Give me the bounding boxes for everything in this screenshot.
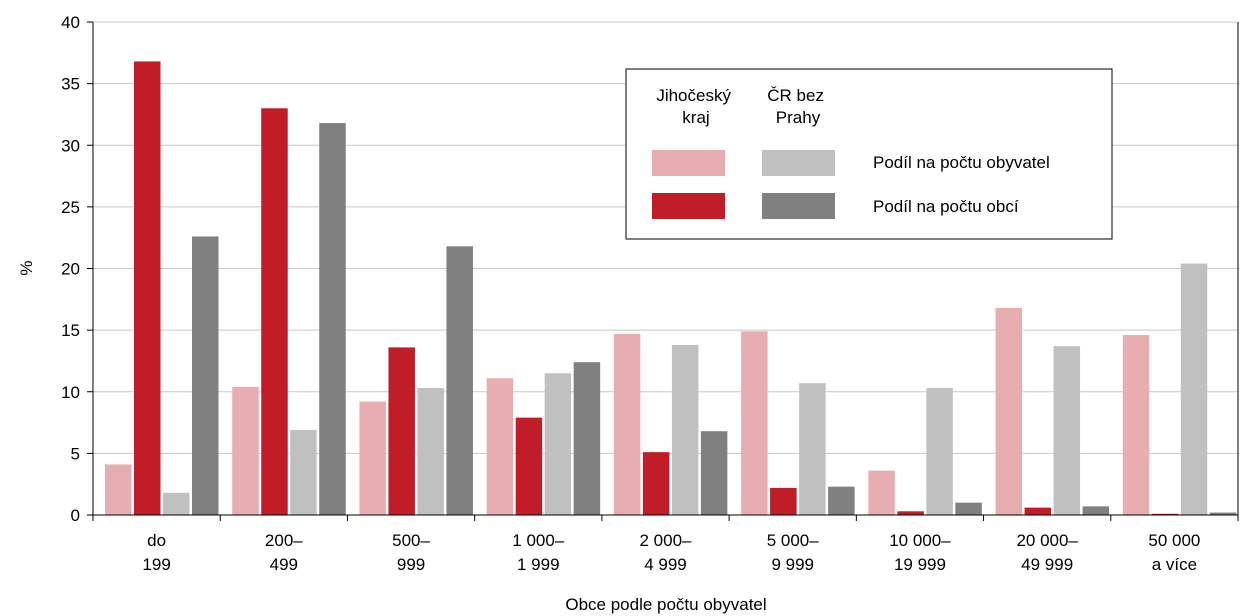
legend-col-jc-line1: Jihočeský [656, 86, 731, 105]
bar-cr_obyv [290, 429, 317, 515]
y-axis-ticks: 0 5 10 15 20 25 30 35 40 [61, 13, 93, 525]
bar-jc_obyv [995, 307, 1023, 515]
x-axis-title: Obce podle počtu obyvatel [565, 595, 766, 614]
y-tick-label: 0 [71, 506, 80, 525]
x-tick-label: 10 000– 19 999 [889, 531, 951, 574]
x-tick-label-line: 500– [392, 531, 430, 550]
x-tick-label: 5 000– 9 999 [767, 531, 820, 574]
bars [105, 61, 1237, 516]
bar-cr_obyv [1180, 263, 1208, 515]
x-tick-label-line: 199 [142, 555, 170, 574]
legend-col-jc-line2: kraj [682, 108, 709, 127]
bar-jc_obci [1024, 507, 1052, 515]
bar-jc_obci [897, 511, 924, 515]
x-tick-label-line: 1 999 [517, 555, 560, 574]
legend-col-cr-line2: Prahy [776, 108, 821, 127]
bar-cr_obci [192, 236, 219, 515]
bar-jc_obci [770, 487, 797, 515]
y-tick-label: 25 [61, 198, 80, 217]
x-tick-label-line: 9 999 [771, 555, 814, 574]
x-tick-label-line: 1 000– [512, 531, 565, 550]
legend-col-cr: ČR bez Prahy [767, 86, 828, 127]
bar-cr_obyv [926, 388, 953, 515]
bar-cr_obci [573, 362, 601, 515]
bar-cr_obci [828, 486, 855, 515]
bar-cr_obyv [544, 373, 572, 515]
x-tick-label: 200– 499 [265, 531, 303, 574]
bar-jc_obyv [232, 386, 259, 515]
x-tick-label-line: 50 000 [1148, 531, 1200, 550]
legend-row-obci: Podíl na počtu obcí [873, 197, 1019, 216]
bar-jc_obyv [359, 401, 386, 515]
y-tick-label: 40 [61, 13, 80, 32]
y-tick-label: 35 [61, 75, 80, 94]
bar-jc_obci [134, 61, 161, 515]
legend-swatch-cr-obci [762, 193, 835, 219]
y-axis-title: % [17, 260, 36, 275]
x-tick-label-line: 5 000– [767, 531, 820, 550]
legend: Jihočeský kraj ČR bez Prahy Podíl na poč… [625, 68, 1113, 240]
legend-swatch-cr-obyvatel [762, 150, 835, 176]
y-tick-label: 5 [71, 444, 80, 463]
x-tick-label: 1 000– 1 999 [512, 531, 565, 574]
bar-cr_obci [700, 431, 728, 515]
bar-jc_obci [642, 452, 670, 515]
bar-cr_obyv [417, 388, 444, 515]
x-tick-label-line: 999 [397, 555, 425, 574]
x-tick-label-line: 2 000– [640, 531, 693, 550]
bar-cr_obci [319, 123, 346, 515]
x-tick-label-line: do [147, 531, 166, 550]
x-tick-label-line: 49 999 [1021, 555, 1073, 574]
bar-cr_obci [955, 502, 982, 515]
bar-cr_obci [1082, 506, 1110, 515]
y-tick-label: 10 [61, 383, 80, 402]
x-tick-label: 20 000– 49 999 [1016, 531, 1078, 574]
bar-jc_obci [1151, 513, 1179, 515]
legend-col-jc: Jihočeský kraj [656, 86, 735, 127]
bar-jc_obyv [613, 333, 641, 515]
x-tick-label-line: 19 999 [894, 555, 946, 574]
bar-jc_obci [515, 417, 543, 515]
bar-cr_obyv [1053, 346, 1081, 515]
axes [92, 22, 1239, 516]
bar-cr_obci [1209, 512, 1237, 515]
x-tick-label: 2 000– 4 999 [640, 531, 693, 574]
x-tick-label-line: a více [1152, 555, 1197, 574]
x-tick-label-line: 10 000– [889, 531, 951, 550]
x-tick-label-line: 20 000– [1016, 531, 1078, 550]
bar-jc_obyv [868, 470, 895, 515]
bar-jc_obyv [105, 464, 132, 515]
bar-jc_obci [261, 108, 288, 516]
x-tick-label: do 199 [142, 531, 170, 574]
bar-cr_obyv [671, 344, 699, 515]
y-tick-label: 30 [61, 136, 80, 155]
x-tick-label-line: 499 [270, 555, 298, 574]
x-axis-ticks: do 199 200– 499 500– 999 1 000– 1 999 2 000– 4 99… [92, 515, 1239, 574]
legend-swatch-jc-obyvatel [652, 150, 725, 176]
bar-jc_obci [388, 347, 415, 515]
legend-swatch-jc-obci [652, 193, 725, 219]
bar-jc_obyv [486, 378, 514, 515]
x-tick-label-line: 200– [265, 531, 303, 550]
bar-cr_obyv [799, 383, 826, 515]
bar-cr_obyv [163, 492, 190, 515]
legend-row-obyvatel: Podíl na počtu obyvatel [873, 153, 1050, 172]
x-tick-label: 50 000 a více [1148, 531, 1200, 574]
x-tick-label-line: 4 999 [644, 555, 687, 574]
y-tick-label: 20 [61, 260, 80, 279]
y-tick-label: 15 [61, 321, 80, 340]
bar-cr_obci [446, 246, 473, 515]
bar-jc_obyv [1122, 335, 1150, 515]
bar-jc_obyv [741, 331, 768, 515]
legend-col-cr-line1: ČR bez [767, 86, 824, 105]
x-tick-label: 500– 999 [392, 531, 430, 574]
